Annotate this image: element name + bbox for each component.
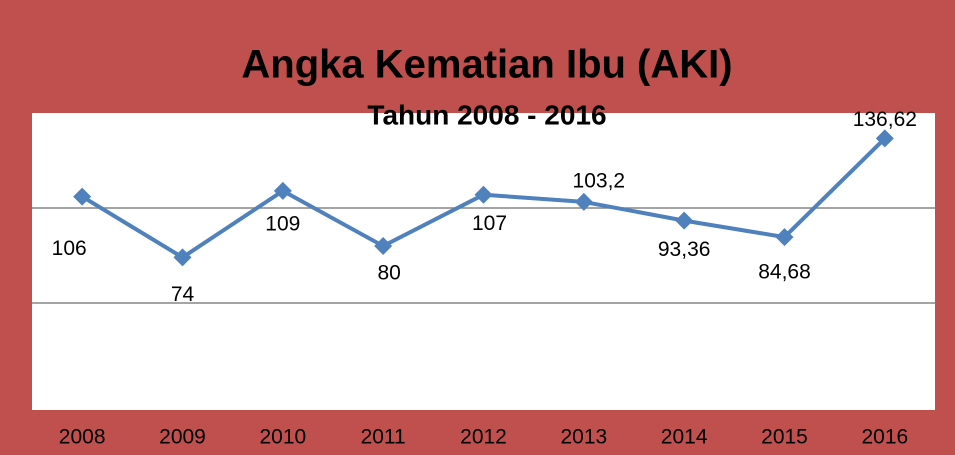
marker: [775, 228, 794, 247]
data-label: 93,36: [658, 238, 711, 261]
data-label: 103,2: [573, 169, 626, 192]
marker: [875, 129, 894, 148]
marker: [474, 185, 493, 204]
chart-subtitle: Tahun 2008 - 2016: [367, 99, 606, 130]
data-label: 80: [377, 262, 400, 285]
marker: [374, 237, 393, 255]
x-tick-label: 2015: [761, 426, 808, 449]
x-tick-label: 2012: [460, 426, 507, 449]
data-label: 106: [52, 237, 87, 260]
data-label: 109: [265, 212, 300, 235]
marker: [173, 248, 192, 267]
data-label: 84,68: [758, 261, 811, 284]
x-tick-label: 2011: [361, 426, 406, 449]
marker: [273, 181, 292, 200]
x-tick-label: 2009: [159, 426, 206, 449]
x-tick-label: 2013: [560, 426, 607, 449]
data-label: 107: [472, 212, 507, 235]
marker: [73, 187, 92, 206]
data-label: 136,62: [853, 108, 917, 131]
x-tick-label: 2010: [259, 426, 306, 449]
x-tick-label: 2008: [59, 426, 106, 449]
marker: [574, 192, 593, 211]
marker: [675, 211, 694, 230]
data-label: 74: [171, 283, 195, 306]
chart-title: Angka Kematian Ibu (AKI): [241, 43, 732, 87]
x-tick-label: 2016: [861, 426, 908, 449]
x-tick-label: 2014: [661, 426, 708, 449]
